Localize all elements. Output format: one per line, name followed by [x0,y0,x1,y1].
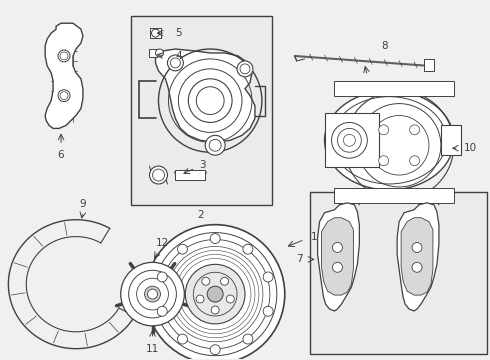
Circle shape [412,262,422,272]
Circle shape [333,262,343,272]
Bar [175,170,205,180]
Circle shape [210,234,220,243]
Circle shape [210,345,220,355]
Text: 1: 1 [311,231,318,242]
Polygon shape [45,23,83,129]
Text: 3: 3 [199,160,206,170]
Circle shape [379,125,389,135]
Polygon shape [155,49,255,142]
Text: 9: 9 [79,199,86,209]
Bar [424,59,434,71]
Bar [324,113,379,167]
Circle shape [202,277,210,285]
Text: 5: 5 [175,28,182,38]
Circle shape [145,286,161,302]
Bar [149,28,162,38]
Circle shape [177,244,187,254]
Bar [131,16,272,205]
Text: 11: 11 [146,344,159,354]
Circle shape [155,49,164,57]
Circle shape [157,272,167,282]
Polygon shape [318,203,359,311]
Circle shape [410,156,419,166]
Text: 8: 8 [381,41,388,51]
Circle shape [220,277,228,285]
Bar [148,49,157,57]
Bar [441,125,461,155]
Circle shape [196,295,204,303]
Circle shape [121,262,184,326]
Circle shape [157,306,167,316]
Bar [335,81,454,96]
Text: 12: 12 [156,238,169,248]
Text: 2: 2 [197,210,203,220]
Circle shape [226,295,234,303]
Circle shape [151,29,159,37]
Ellipse shape [324,91,454,190]
Circle shape [149,166,168,184]
Circle shape [211,306,219,314]
Circle shape [379,156,389,166]
Circle shape [168,55,183,71]
Circle shape [332,122,368,158]
Polygon shape [401,218,433,295]
Text: 4: 4 [175,51,182,61]
Circle shape [410,125,419,135]
Text: 6: 6 [58,150,64,160]
Circle shape [412,243,422,252]
Text: 7: 7 [296,255,303,264]
Circle shape [263,272,273,282]
Circle shape [185,264,245,324]
Circle shape [147,289,157,299]
Circle shape [58,90,70,102]
Polygon shape [397,203,439,311]
Bar [335,188,454,203]
Circle shape [243,334,253,344]
Bar [310,192,487,354]
Circle shape [146,225,285,360]
Circle shape [243,244,253,254]
Circle shape [205,135,225,155]
Circle shape [237,61,253,77]
Text: 10: 10 [464,143,477,153]
Polygon shape [321,218,353,295]
Circle shape [333,243,343,252]
Circle shape [263,306,273,316]
Circle shape [58,50,70,62]
Circle shape [207,286,223,302]
Circle shape [177,334,187,344]
